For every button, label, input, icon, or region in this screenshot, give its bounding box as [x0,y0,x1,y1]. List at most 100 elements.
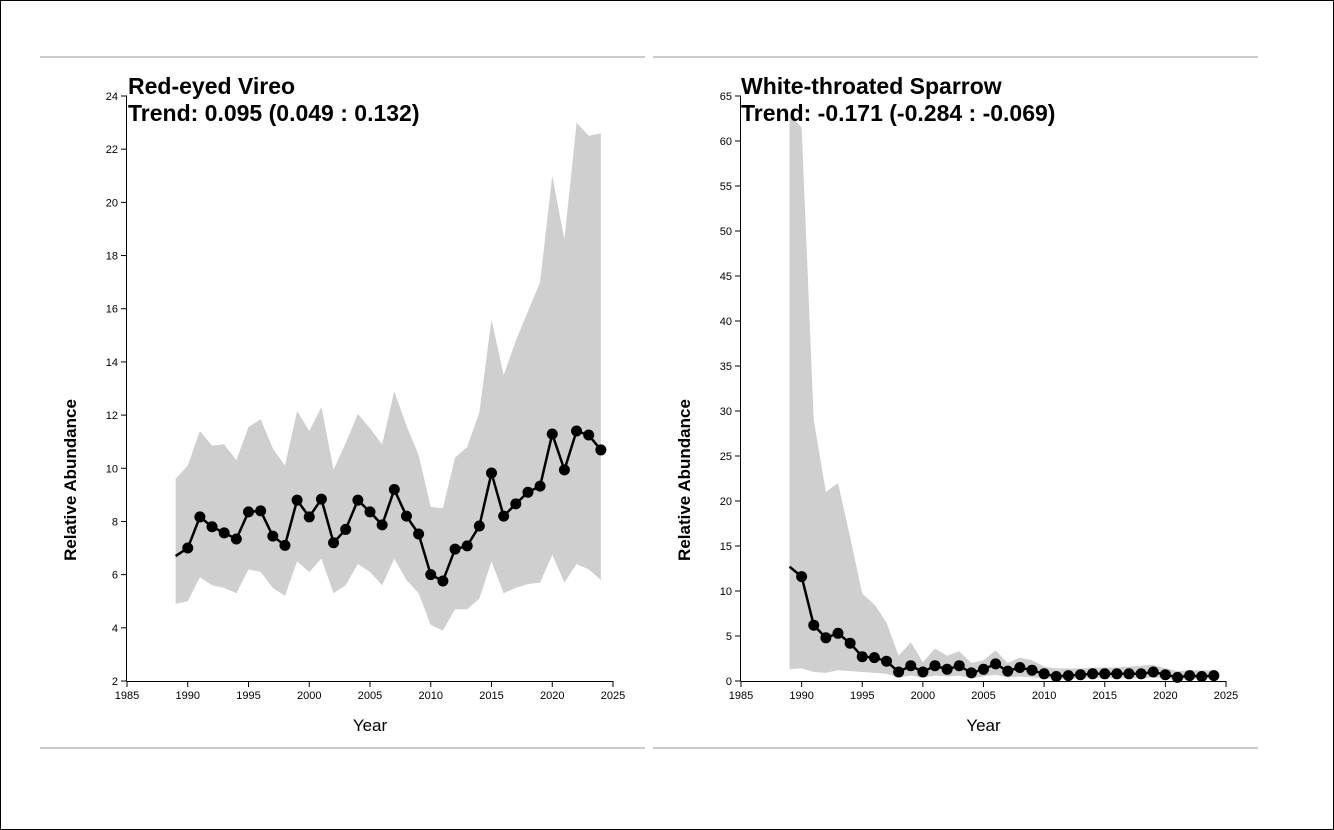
chart-title: White-throated Sparrow [741,73,1002,99]
data-point [425,569,437,581]
x-tick-label: 2010 [419,690,443,702]
y-axis-label: Relative Abundance [675,399,694,561]
x-tick-label: 2000 [297,690,321,702]
y-tick-label: 2 [112,676,118,688]
y-tick-label: 20 [106,197,118,209]
y-tick-label: 40 [720,316,732,328]
data-point [1087,668,1099,680]
data-point [255,505,267,517]
data-point [571,425,583,437]
data-point [1038,668,1050,680]
data-point [413,528,425,540]
data-point [315,493,327,505]
data-point [929,660,941,672]
y-tick-label: 45 [720,271,732,283]
data-point [449,543,461,555]
data-point [990,658,1002,670]
data-point [522,486,534,498]
data-point [583,429,595,441]
data-point [1014,662,1026,673]
chart-panel-white-throated-sparrow [653,56,1258,749]
data-point [279,539,291,551]
data-point [978,663,989,675]
chart-0: 1985 1990 1995 2000 2005 2010 2015 2020 20252468… [61,73,625,735]
data-point [400,510,412,522]
y-tick-label: 30 [720,406,732,418]
data-point [1075,669,1086,681]
x-tick-label: 2015 [1093,690,1117,702]
y-axis-label: Relative Abundance [61,399,80,561]
y-tick-label: 18 [106,251,118,263]
x-axis-label: Year [966,716,1001,735]
data-point [558,464,570,476]
data-point [243,506,254,518]
y-tick-label: 0 [726,676,732,688]
data-point [1123,668,1135,680]
x-tick-label: 2025 [1214,690,1238,702]
chart-subtitle: Trend: 0.095 (0.049 : 0.132) [128,100,420,126]
y-tick-label: 6 [112,570,118,582]
chart-1: 1985 1990 1995 2000 2005 2010 2015 2020 20250510… [675,73,1238,735]
x-tick-label: 2020 [540,690,564,702]
data-point [856,651,868,663]
data-point [905,660,917,672]
y-tick-label: 24 [106,91,118,103]
data-point [352,494,364,506]
y-tick-label: 4 [112,623,118,635]
data-point [844,637,856,649]
data-point [340,523,352,535]
x-tick-label: 1990 [176,690,200,702]
data-point [917,666,929,678]
data-point [881,655,892,667]
x-tick-label: 2005 [358,690,382,702]
data-point [1135,668,1147,680]
data-point [820,632,832,644]
y-tick-label: 35 [720,361,732,373]
chart-subtitle: Trend: -0.171 (-0.284 : -0.069) [741,100,1055,126]
y-tick-label: 10 [106,463,118,475]
y-tick-label: 50 [720,226,732,238]
x-tick-label: 2020 [1153,690,1177,702]
data-point [1208,670,1220,682]
data-point [1111,668,1123,680]
data-point [1196,671,1208,682]
data-point [486,467,497,479]
x-axis-label: Year [353,716,388,735]
data-point [1147,666,1159,678]
y-tick-label: 12 [106,410,118,422]
confidence-band [789,114,1214,681]
y-tick-label: 5 [726,631,732,643]
data-point [303,511,315,523]
data-point [230,533,242,545]
data-point [498,510,510,522]
data-point [868,652,880,664]
data-point [388,484,400,496]
data-point [796,571,808,583]
data-point [832,627,844,639]
x-tick-label: 2025 [601,690,625,702]
data-point [534,480,546,492]
x-tick-label: 2010 [1032,690,1056,702]
data-point [1099,668,1111,680]
data-point [473,520,485,532]
data-point [437,575,449,587]
y-tick-label: 65 [720,91,732,103]
data-point [364,506,376,518]
chart-panel-red-eyed-vireo [40,56,645,749]
data-point [510,498,522,510]
data-point [953,660,965,672]
y-tick-label: 14 [106,357,118,369]
data-point [182,542,194,554]
data-point [1050,671,1062,682]
y-tick-label: 16 [106,304,118,316]
x-tick-label: 2015 [479,690,503,702]
y-tick-label: 8 [112,516,118,528]
y-tick-label: 55 [720,181,732,193]
data-point [965,667,977,679]
x-tick-label: 2005 [971,690,995,702]
x-tick-label: 1990 [789,690,813,702]
y-tick-label: 20 [720,496,732,508]
y-tick-label: 22 [106,144,118,156]
data-point [376,519,388,531]
